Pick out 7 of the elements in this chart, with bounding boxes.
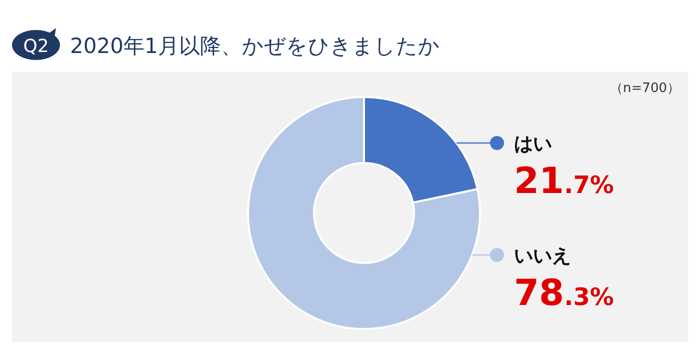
data-label: 78.3% [514,273,614,314]
legend-label: いいえ [514,245,571,267]
legend-label: はい [514,133,552,155]
chart-title: 2020年1月以降、かぜをひきましたか [70,34,440,58]
text: Q2 [23,36,49,57]
data-label: 21.7% [514,161,614,202]
text: （n=700） [610,81,680,96]
